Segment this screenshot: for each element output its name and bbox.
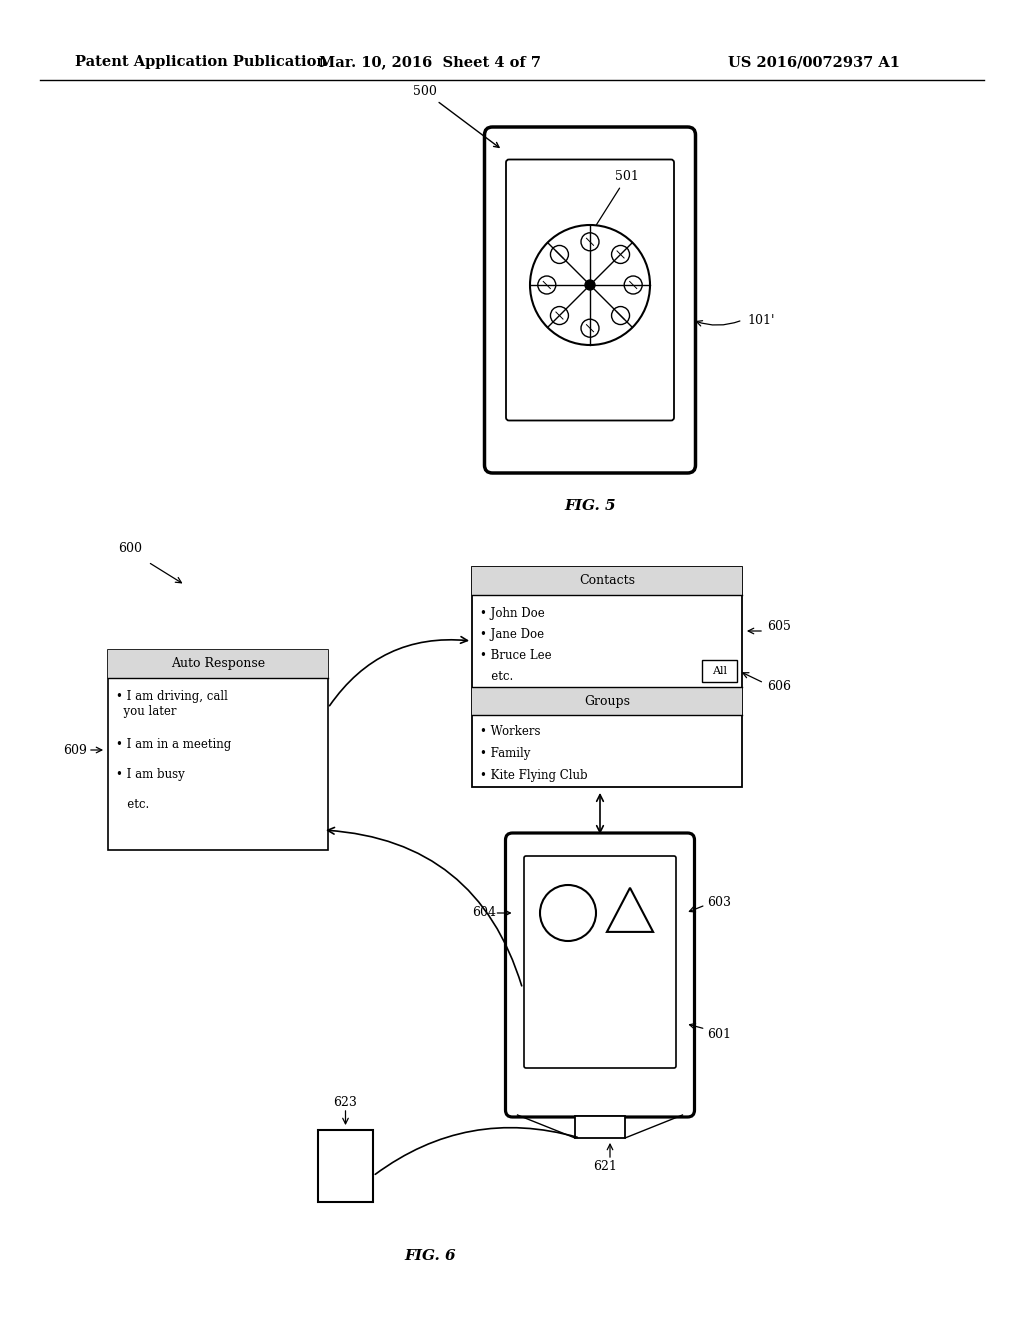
FancyBboxPatch shape [506,833,694,1117]
FancyArrowPatch shape [328,828,521,986]
Bar [108,649,328,678]
Circle shape [585,280,595,290]
Text: • I am busy: • I am busy [116,768,184,781]
Text: US 2016/0072937 A1: US 2016/0072937 A1 [728,55,900,69]
Text: Groups: Groups [584,694,630,708]
Text: 601: 601 [708,1028,731,1041]
FancyBboxPatch shape [484,127,695,473]
Text: FIG. 6: FIG. 6 [404,1249,456,1263]
Text: 603: 603 [708,896,731,909]
Text: 621: 621 [593,1159,616,1172]
Bar [472,686,742,715]
Text: • John Doe: • John Doe [480,607,545,620]
Text: • I am driving, call
  you later: • I am driving, call you later [116,690,228,718]
Text: etc.: etc. [116,799,150,810]
Text: • Jane Doe: • Jane Doe [480,628,544,642]
Text: 606: 606 [767,680,791,693]
FancyArrowPatch shape [330,636,467,706]
Text: • I am in a meeting: • I am in a meeting [116,738,231,751]
Bar [108,649,328,850]
Text: Patent Application Publication: Patent Application Publication [75,55,327,69]
FancyArrowPatch shape [375,1127,578,1175]
Text: Mar. 10, 2016  Sheet 4 of 7: Mar. 10, 2016 Sheet 4 of 7 [319,55,541,69]
FancyBboxPatch shape [506,160,674,421]
Text: 623: 623 [334,1096,357,1109]
Text: Contacts: Contacts [579,574,635,587]
Text: FIG. 5: FIG. 5 [564,499,615,513]
Text: 605: 605 [767,619,791,632]
Text: • Bruce Lee: • Bruce Lee [480,649,552,663]
Text: etc.: etc. [480,671,513,682]
Text: 500: 500 [413,84,499,148]
Text: 101': 101' [748,314,775,326]
Text: 501: 501 [597,170,639,224]
Text: 609: 609 [63,743,87,756]
Text: Auto Response: Auto Response [171,657,265,671]
Text: 600: 600 [118,541,142,554]
Text: 604: 604 [472,907,497,920]
Text: All: All [712,667,727,676]
Bar [318,1130,373,1203]
FancyBboxPatch shape [524,855,676,1068]
Bar [575,1115,625,1138]
Text: • Workers: • Workers [480,725,541,738]
Bar [472,568,742,787]
Bar [472,568,742,595]
Bar [702,660,737,682]
Text: • Family: • Family [480,747,530,760]
Text: • Kite Flying Club: • Kite Flying Club [480,770,588,781]
